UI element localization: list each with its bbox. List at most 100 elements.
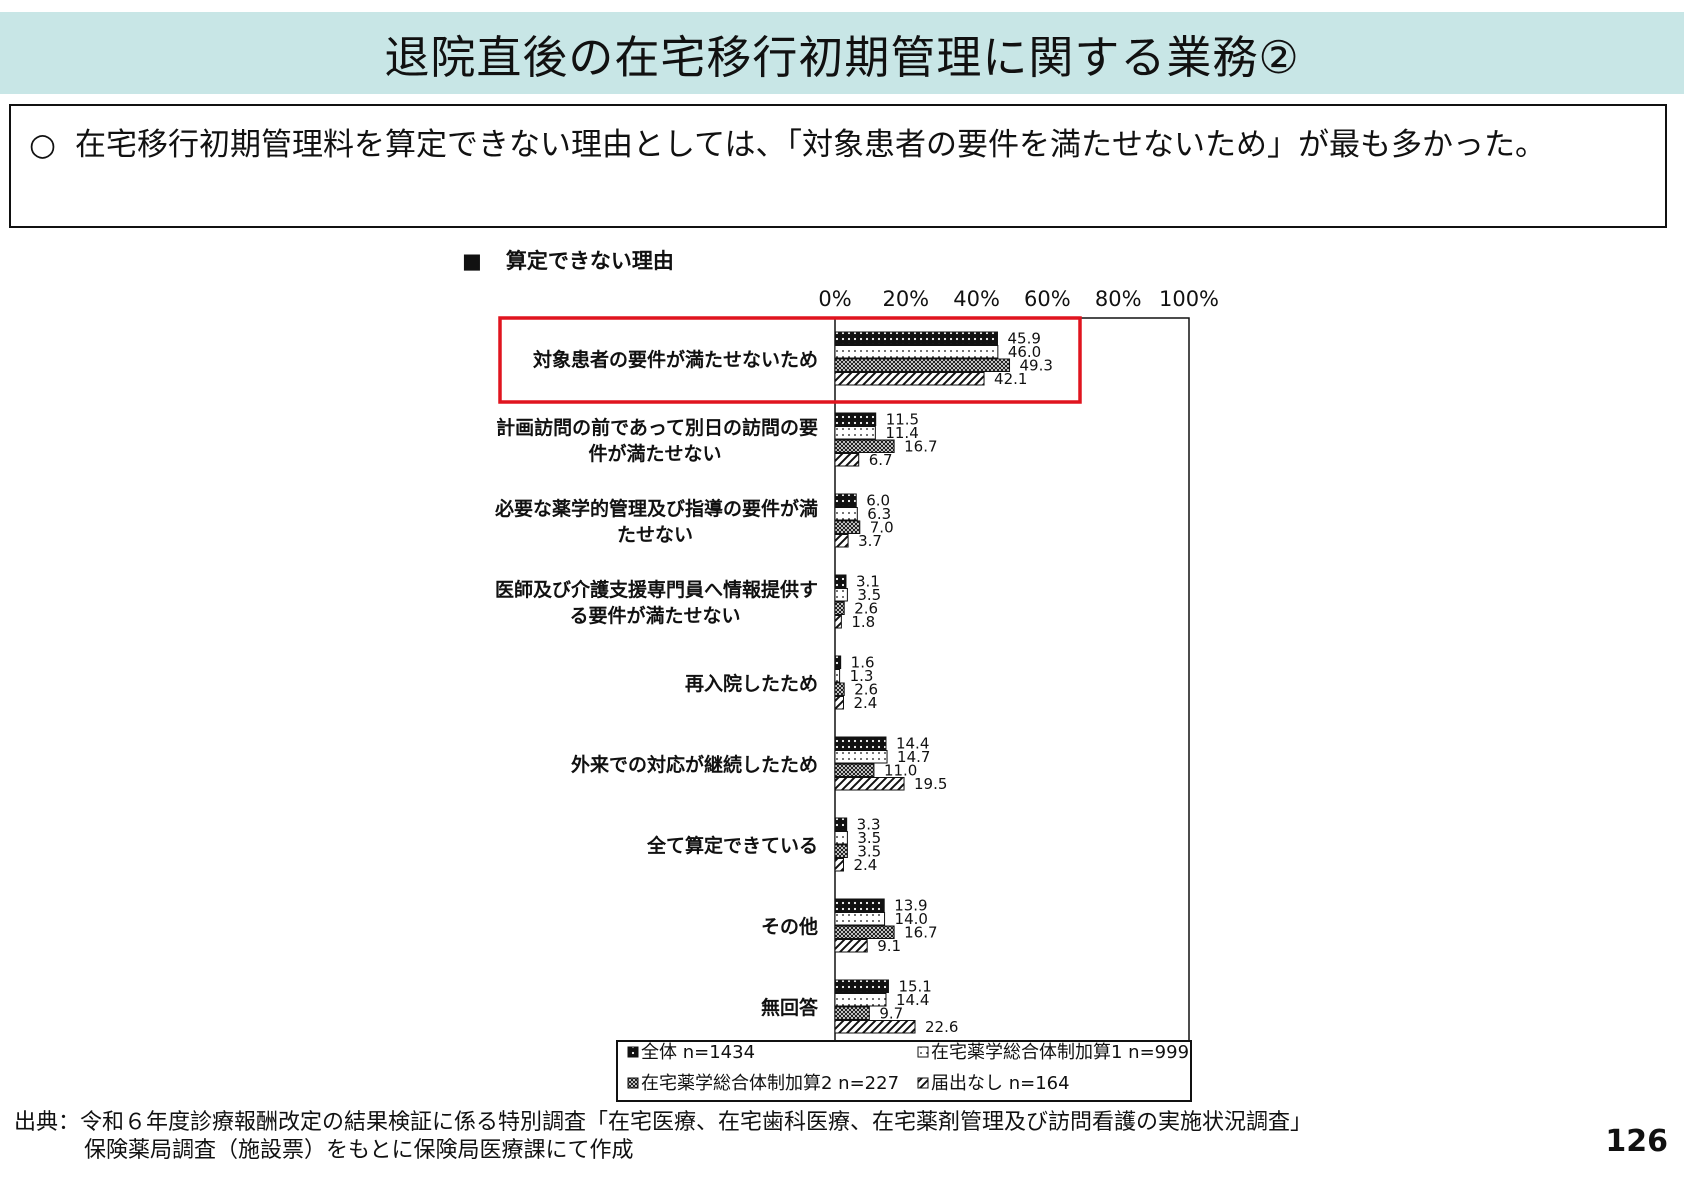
legend-label: 在宅薬学総合体制加算1 n=999 bbox=[931, 1042, 1189, 1063]
bar bbox=[834, 507, 858, 521]
bar bbox=[834, 453, 860, 467]
bar bbox=[834, 520, 861, 534]
bar bbox=[834, 345, 999, 359]
data-label: 11.4 bbox=[885, 424, 918, 442]
bar bbox=[834, 912, 886, 926]
bar bbox=[834, 331, 998, 345]
legend-swatch bbox=[627, 1046, 639, 1058]
data-label: 11.0 bbox=[884, 762, 917, 780]
legend-label: 全体 n=1434 bbox=[641, 1042, 755, 1063]
bar bbox=[834, 817, 848, 831]
data-label: 49.3 bbox=[1020, 357, 1053, 375]
page-title: 退院直後の在宅移行初期管理に関する業務② bbox=[384, 30, 1300, 84]
data-label: 6.0 bbox=[866, 492, 890, 510]
data-label: 2.6 bbox=[854, 600, 878, 618]
summary-bullet: ○ bbox=[29, 127, 57, 163]
category-label: 件が満たせない bbox=[588, 442, 721, 465]
data-label: 14.4 bbox=[896, 735, 929, 753]
data-label: 3.5 bbox=[857, 586, 881, 604]
bar bbox=[834, 831, 848, 845]
category-label: 対象患者の要件が満たせないため bbox=[532, 348, 818, 371]
bar bbox=[834, 844, 848, 858]
x-tick-label: 20% bbox=[882, 287, 929, 311]
data-label: 2.4 bbox=[853, 856, 877, 874]
category-label: たせない bbox=[617, 524, 693, 546]
legend-label: 届出なし n=164 bbox=[931, 1073, 1070, 1094]
bar bbox=[834, 439, 895, 453]
bar bbox=[834, 358, 1011, 372]
chart-heading-text: 算定できない理由 bbox=[505, 249, 674, 273]
bar bbox=[834, 898, 885, 912]
highlight-box bbox=[498, 316, 1082, 404]
summary-text: 在宅移行初期管理料を算定できない理由としては、「対象患者の要件を満たせないため」… bbox=[75, 127, 1546, 163]
category-label: る要件が満たせない bbox=[569, 604, 740, 627]
summary-box: ○ 在宅移行初期管理料を算定できない理由としては、「対象患者の要件を満たせないた… bbox=[9, 104, 1667, 228]
bar bbox=[834, 858, 844, 872]
data-label: 11.5 bbox=[886, 411, 919, 429]
category-label: 全て算定できている bbox=[646, 834, 818, 857]
page-number: 126 bbox=[1605, 1124, 1668, 1159]
category-label: 無回答 bbox=[761, 996, 819, 1019]
data-label: 16.7 bbox=[904, 924, 937, 942]
bar bbox=[834, 1020, 916, 1034]
data-label: 45.9 bbox=[1007, 330, 1040, 348]
data-label: 2.6 bbox=[854, 681, 878, 699]
bar bbox=[834, 1006, 870, 1020]
data-label: 9.1 bbox=[877, 937, 901, 955]
data-label: 3.5 bbox=[857, 843, 881, 861]
bar bbox=[834, 412, 877, 426]
chart-heading-marker: ■ bbox=[462, 249, 482, 273]
bar bbox=[834, 493, 857, 507]
x-tick-label: 60% bbox=[1024, 287, 1071, 311]
legend-swatch bbox=[627, 1077, 639, 1089]
bar bbox=[834, 588, 848, 602]
data-label: 16.7 bbox=[904, 438, 937, 456]
bar bbox=[834, 979, 889, 993]
data-label: 3.3 bbox=[857, 816, 881, 834]
data-label: 1.3 bbox=[850, 667, 874, 685]
bar bbox=[834, 777, 905, 791]
data-label: 9.7 bbox=[879, 1005, 903, 1023]
bar bbox=[834, 372, 985, 386]
bar bbox=[834, 426, 876, 440]
bar bbox=[834, 574, 847, 588]
bar bbox=[834, 655, 842, 669]
data-label: 1.8 bbox=[851, 613, 875, 631]
data-label: 7.0 bbox=[870, 519, 894, 537]
bar bbox=[834, 669, 841, 683]
data-label: 1.6 bbox=[851, 654, 875, 672]
legend-label: 在宅薬学総合体制加算2 n=227 bbox=[641, 1073, 899, 1094]
category-label: 必要な薬学的管理及び指導の要件が満 bbox=[494, 497, 818, 520]
legend-swatch bbox=[917, 1046, 929, 1058]
source-note: 出典：令和６年度診療報酬改定の結果検証に係る特別調査「在宅医療、在宅歯科医療、在… bbox=[14, 1109, 1312, 1165]
data-label: 46.0 bbox=[1008, 343, 1041, 361]
category-label: 医師及び介護支援専門員へ情報提供す bbox=[495, 578, 818, 601]
data-label: 14.4 bbox=[896, 991, 929, 1009]
x-tick-label: 80% bbox=[1095, 287, 1142, 311]
bar bbox=[834, 696, 844, 710]
bar bbox=[834, 925, 895, 939]
data-label: 14.0 bbox=[895, 910, 928, 928]
data-label: 15.1 bbox=[898, 978, 931, 996]
bar bbox=[834, 993, 887, 1007]
bar bbox=[834, 736, 887, 750]
source-line-1: 出典：令和６年度診療報酬改定の結果検証に係る特別調査「在宅医療、在宅歯科医療、在… bbox=[14, 1110, 1313, 1135]
bar bbox=[834, 601, 845, 615]
bar bbox=[834, 682, 845, 696]
data-label: 3.5 bbox=[857, 829, 881, 847]
category-label: 計画訪問の前であって別日の訪問の要 bbox=[496, 416, 818, 439]
data-label: 6.7 bbox=[869, 451, 893, 469]
x-tick-label: 40% bbox=[953, 287, 1000, 311]
data-label: 2.4 bbox=[853, 694, 877, 712]
bar bbox=[834, 750, 888, 764]
data-label: 3.7 bbox=[858, 532, 882, 550]
x-tick-label: 0% bbox=[818, 287, 851, 311]
data-label: 22.6 bbox=[925, 1018, 958, 1036]
chart-heading: ■ 算定できない理由 bbox=[462, 245, 674, 275]
data-label: 19.5 bbox=[914, 775, 947, 793]
legend-swatch bbox=[917, 1077, 929, 1089]
data-label: 6.3 bbox=[867, 505, 891, 523]
title-bar: 退院直後の在宅移行初期管理に関する業務② bbox=[0, 12, 1684, 94]
category-label: 再入院したため bbox=[685, 672, 818, 695]
